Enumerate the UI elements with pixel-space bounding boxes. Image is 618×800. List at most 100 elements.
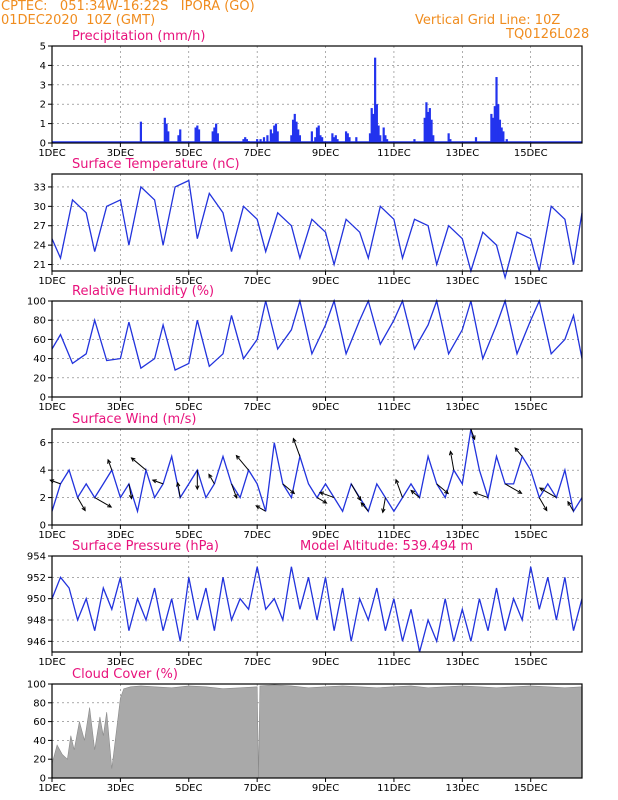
y-tick-label: 948 [27, 616, 46, 627]
panel-precip: 0 1 2 3 4 5 1DEC 3DEC 5DEC 7DEC 9DEC 11DEC 13DEC 15DE… [38, 29, 583, 159]
wind-arrow-shaft [152, 479, 164, 485]
panel-title: Relative Humidity (%) [72, 284, 214, 299]
wind-arrow-shaft [107, 459, 113, 471]
wind-arrow-head [360, 501, 366, 507]
wind-arrow-head [176, 481, 181, 487]
x-tick-label: 1DEC [38, 148, 65, 159]
wind-arrow-head [517, 489, 523, 494]
precip-bar [425, 102, 428, 143]
precip-bar [332, 137, 336, 143]
precip-bar [315, 127, 319, 143]
y-tick-label: 100 [27, 680, 46, 691]
wind-arrow-shaft [436, 483, 449, 494]
x-tick-label: 15DEC [514, 402, 548, 413]
x-tick-label: 3DEC [107, 783, 134, 794]
wind-arrow-head [255, 505, 261, 510]
precip-bar [211, 131, 214, 143]
precip-bar [348, 137, 351, 143]
precip-bar [495, 77, 498, 143]
precip-bar [167, 131, 170, 143]
x-tick-label: 7DEC [243, 148, 270, 159]
panel-frame [51, 428, 583, 526]
precip-bar [266, 135, 269, 143]
precip-bar [314, 137, 317, 143]
x-tick-label: 11DEC [377, 657, 411, 668]
y-tick-label: 40 [33, 736, 46, 747]
precip-bar [245, 139, 249, 143]
precip-bar [491, 117, 495, 143]
wind-arrow-head [81, 506, 86, 512]
precip-bar [498, 119, 502, 143]
precip-bar [317, 125, 320, 143]
wind-arrow-shaft [177, 482, 181, 498]
precip-bar [276, 131, 279, 143]
precip-bar [334, 135, 337, 143]
wind-arrow-head [151, 479, 157, 484]
y-tick-label: 952 [27, 573, 46, 584]
x-tick-label: 9DEC [312, 148, 339, 159]
x-tick-label: 15DEC [514, 276, 548, 287]
x-tick-label: 5DEC [175, 530, 202, 541]
precip-bar [449, 139, 452, 143]
wind-arrow-shaft [292, 438, 301, 457]
x-tick-label: 9DEC [312, 402, 339, 413]
y-tick-label: 6 [40, 438, 46, 449]
wind-arrow-head [543, 506, 548, 512]
x-tick-label: 3DEC [107, 530, 134, 541]
y-tick-label: 5 [40, 42, 46, 53]
wind-arrow-head [318, 491, 325, 496]
y-tick-label: 0 [40, 521, 46, 532]
x-tick-label: 5DEC [175, 402, 202, 413]
wind-arrow-head [235, 454, 241, 460]
panel-frame [51, 300, 583, 398]
wind-arrow-head [514, 447, 519, 453]
x-tick-label: 7DEC [243, 402, 270, 413]
y-tick-label: 2 [40, 493, 46, 504]
x-tick-label: 11DEC [377, 276, 411, 287]
y-tick-label: 40 [33, 354, 46, 365]
precip-bar [474, 137, 478, 143]
x-tick-label: 9DEC [312, 657, 339, 668]
wind-arrow-head [567, 500, 572, 506]
precip-bar [215, 123, 218, 143]
precip-bar [244, 137, 247, 143]
y-tick-label: 60 [33, 717, 46, 728]
x-tick-label: 7DEC [243, 530, 270, 541]
precip-bar [382, 127, 385, 143]
x-tick-label: 7DEC [243, 783, 270, 794]
precip-bar [430, 119, 433, 143]
wind-arrow-head [107, 503, 113, 508]
precip-bar [197, 129, 201, 143]
precip-bar [500, 127, 503, 143]
wind-arrow-shaft [449, 451, 455, 471]
panel-frame [51, 45, 583, 144]
x-tick-label: 3DEC [107, 276, 134, 287]
precip-bar [274, 123, 278, 143]
wind-arrow-head [357, 496, 362, 502]
wind-arrow-shaft [316, 497, 327, 504]
wind-arrow-head [233, 493, 238, 500]
wind-arrow-head [395, 478, 400, 484]
precip-bar [291, 119, 295, 143]
precip-bar [293, 113, 296, 143]
y-tick-label: 30 [33, 202, 46, 213]
precip-bar [319, 135, 322, 143]
wind-arrow-head [444, 489, 450, 495]
wind-arrow-shaft [77, 497, 86, 511]
precip-bar [505, 139, 508, 143]
precip-bar [384, 135, 387, 143]
wind-arrow-shaft [382, 497, 386, 513]
y-tick-label: 33 [33, 182, 46, 193]
precip-bar [372, 113, 375, 143]
x-tick-label: 7DEC [243, 276, 270, 287]
x-tick-label: 13DEC [445, 276, 479, 287]
y-tick-label: 950 [27, 594, 46, 605]
y-tick-label: 21 [33, 260, 46, 271]
y-tick-label: 80 [33, 698, 46, 709]
y-tick-label: 0 [40, 774, 46, 785]
x-tick-label: 13DEC [445, 783, 479, 794]
x-tick-label: 5DEC [175, 148, 202, 159]
y-tick-label: 4 [40, 466, 46, 477]
panel-frame [51, 683, 583, 779]
precip-bar [139, 121, 143, 143]
